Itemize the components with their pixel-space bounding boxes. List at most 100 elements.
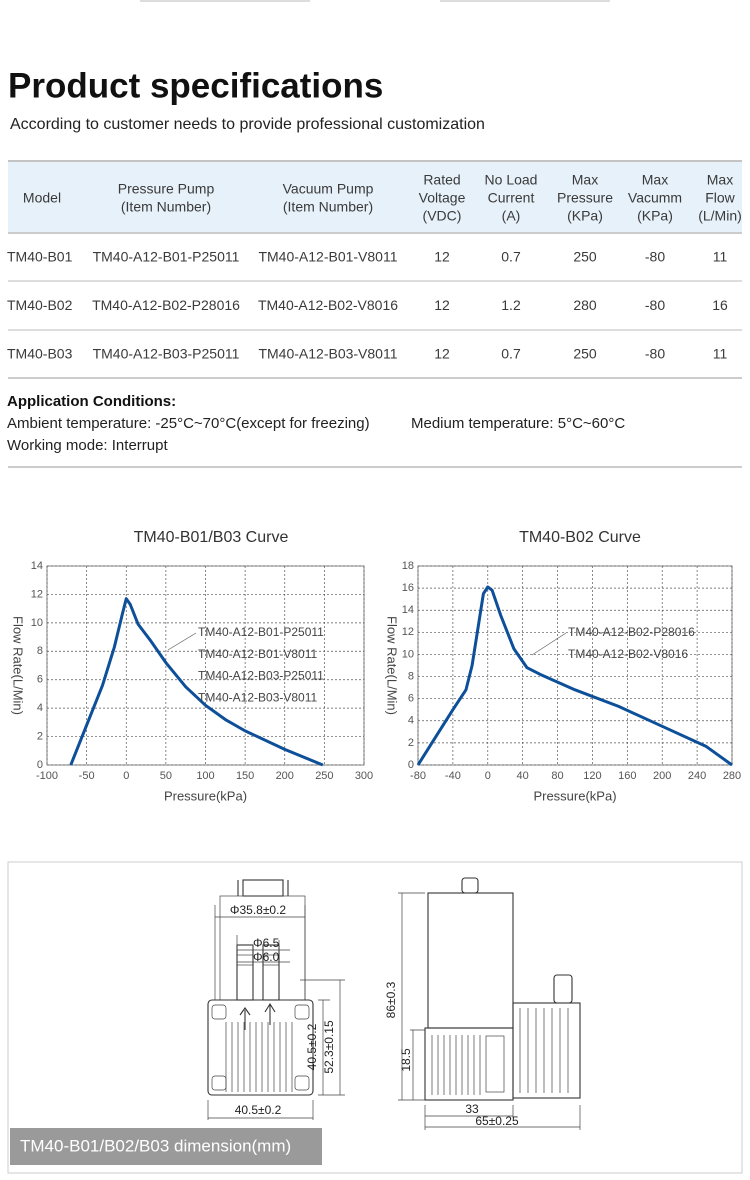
table-header-cell: Vacumm xyxy=(628,190,682,206)
table-header-cell: (KPa) xyxy=(567,208,603,224)
dimension-label: 33 xyxy=(465,1102,479,1116)
table-cell: 250 xyxy=(573,249,597,265)
table-header-bg xyxy=(8,162,742,232)
side-view xyxy=(398,877,581,1130)
x-tick-label: 200 xyxy=(653,770,671,782)
y-tick-label: 14 xyxy=(31,560,43,572)
table-cell: 12 xyxy=(434,346,450,362)
x-tick-label: 120 xyxy=(583,770,601,782)
table-header-cell: Vacuum Pump xyxy=(283,181,374,197)
x-tick-label: 100 xyxy=(196,770,214,782)
curve xyxy=(69,597,324,767)
x-tick-label: -50 xyxy=(79,770,95,782)
table-header-cell: Current xyxy=(488,190,535,206)
y-tick-label: 2 xyxy=(37,730,43,742)
table-cell: 11 xyxy=(713,249,728,265)
x-tick-label: 200 xyxy=(276,770,294,782)
caption: TM40-B01/B02/B03 dimension(mm) xyxy=(20,1136,291,1155)
x-tick-label: -40 xyxy=(445,770,461,782)
table-header-cell: Max xyxy=(707,172,733,188)
table-cell: 0.7 xyxy=(501,346,521,362)
x-tick-label: 240 xyxy=(688,770,706,782)
dimension-label: 52.3±0.15 xyxy=(322,1020,336,1074)
annotation: TM40-A12-B03-P25011 xyxy=(198,669,324,683)
leader-line xyxy=(531,632,567,656)
table-cell: 12 xyxy=(434,249,450,265)
y-tick-label: 10 xyxy=(31,617,43,629)
y-tick-label: 0 xyxy=(408,759,414,771)
dimension-label: Φ6.5 xyxy=(253,936,280,950)
table-cell: TM40-B02 xyxy=(7,297,73,313)
leader-line xyxy=(167,632,197,651)
x-tick-label: 50 xyxy=(160,770,172,782)
table-cell: 16 xyxy=(712,297,728,313)
dimension-label: Φ6.0 xyxy=(253,950,280,964)
y-tick-label: 10 xyxy=(402,648,414,660)
condition: Working mode: Interrupt xyxy=(7,437,168,454)
table-cell: -80 xyxy=(645,346,665,362)
dimension-label: 40.5±0.2 xyxy=(235,1103,282,1117)
dimension-label: 18.5 xyxy=(399,1048,413,1072)
x-tick-label: 0 xyxy=(485,770,491,782)
table-cell: TM40-A12-B02-V8016 xyxy=(258,297,398,313)
annotation: TM40-A12-B03-V8011 xyxy=(198,690,318,704)
x-tick-label: 80 xyxy=(551,770,563,782)
caption-bg xyxy=(10,1128,322,1165)
table-cell: 11 xyxy=(713,346,728,362)
x-tick-label: 40 xyxy=(517,770,529,782)
y-tick-label: 4 xyxy=(37,702,43,714)
y-tick-label: 14 xyxy=(402,604,414,616)
drawing-frame xyxy=(7,861,743,1174)
x-axis-label: Pressure(kPa) xyxy=(533,788,616,803)
dimension-label: 40.5±0.2 xyxy=(305,1023,319,1070)
y-tick-label: 18 xyxy=(402,560,414,572)
title: Product specifications xyxy=(8,66,383,105)
table-header-cell: (VDC) xyxy=(423,208,462,224)
table-header-cell: Max xyxy=(572,172,598,188)
y-tick-label: 2 xyxy=(408,737,414,749)
y-tick-label: 6 xyxy=(408,693,414,705)
curve xyxy=(416,585,733,767)
table-header-cell: (L/Min) xyxy=(698,208,742,224)
table-header-cell: Pressure Pump xyxy=(118,181,215,197)
table-cell: 12 xyxy=(434,297,450,313)
y-tick-label: 12 xyxy=(31,588,43,600)
x-axis-label: Pressure(kPa) xyxy=(164,788,247,803)
chart-title: TM40-B01/B03 Curve xyxy=(134,529,289,546)
table-cell: 280 xyxy=(573,297,597,313)
subtitle: According to customer needs to provide p… xyxy=(10,116,485,133)
table-cell: TM40-A12-B02-P28016 xyxy=(92,297,240,313)
table-cell: TM40-A12-B03-V8011 xyxy=(258,346,397,362)
table-cell: -80 xyxy=(645,249,665,265)
x-tick-label: 150 xyxy=(236,770,254,782)
conditions-title: Application Conditions: xyxy=(7,393,176,410)
y-tick-label: 16 xyxy=(402,582,414,594)
table-header-cell: Flow xyxy=(705,190,735,206)
y-tick-label: 8 xyxy=(37,645,43,657)
annotation: TM40-A12-B02-P28016 xyxy=(568,625,695,639)
condition: Medium temperature: 5°C~60°C xyxy=(411,415,625,432)
table-cell: 0.7 xyxy=(501,249,521,265)
table-header-cell: Max xyxy=(642,172,668,188)
table-header-cell: Rated xyxy=(423,172,460,188)
table-cell: TM40-A12-B01-V8011 xyxy=(258,249,397,265)
table-cell: -80 xyxy=(645,297,665,313)
annotation: TM40-A12-B02-V8016 xyxy=(568,647,688,661)
x-tick-label: 160 xyxy=(618,770,636,782)
x-tick-label: -80 xyxy=(410,770,426,782)
table-header-cell: (Item Number) xyxy=(121,199,211,215)
annotation: TM40-A12-B01-V8011 xyxy=(198,647,318,661)
condition: Ambient temperature: -25°C~70°C(except f… xyxy=(7,415,370,432)
y-tick-label: 6 xyxy=(37,674,43,686)
table-cell: 250 xyxy=(573,346,597,362)
dimension-label: Φ35.8±0.2 xyxy=(230,903,287,917)
table-cell: TM40-A12-B01-P25011 xyxy=(93,249,240,265)
x-tick-label: 0 xyxy=(123,770,129,782)
y-tick-label: 12 xyxy=(402,626,414,638)
chart-title: TM40-B02 Curve xyxy=(519,529,641,546)
annotation: TM40-A12-B01-P25011 xyxy=(198,625,324,639)
x-tick-label: 300 xyxy=(355,770,373,782)
x-tick-label: 250 xyxy=(315,770,333,782)
dimension-label: 65±0.25 xyxy=(475,1114,519,1128)
